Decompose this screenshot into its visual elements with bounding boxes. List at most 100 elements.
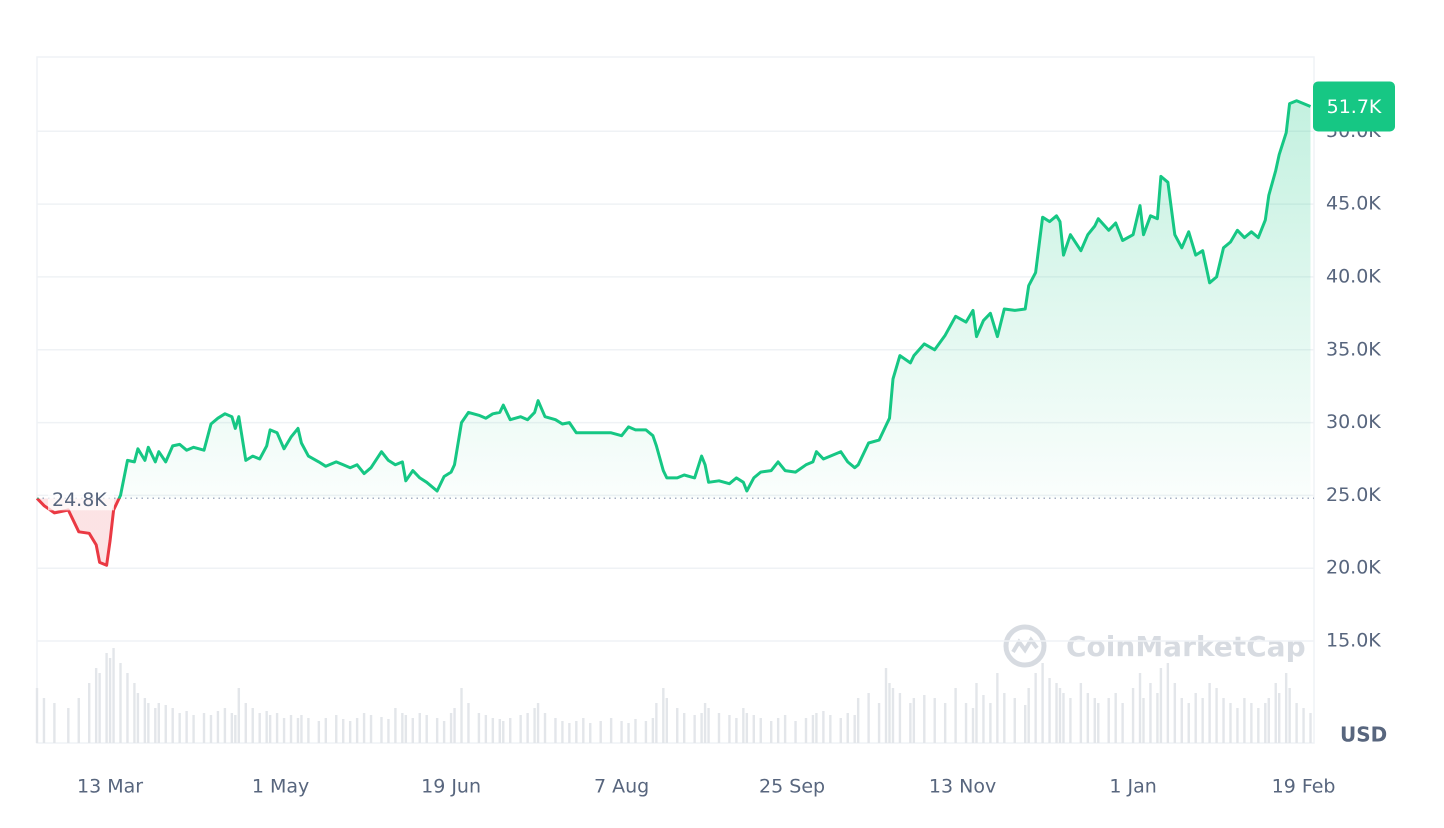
volume-bar bbox=[665, 698, 669, 743]
volume-bar bbox=[1257, 708, 1260, 743]
volume-bar bbox=[147, 703, 150, 743]
volume-bar bbox=[693, 715, 696, 743]
volume-bar bbox=[533, 708, 536, 743]
volume-bar bbox=[324, 718, 328, 743]
volume-bar bbox=[1121, 703, 1124, 743]
volume-bar bbox=[742, 708, 745, 743]
volume-bar bbox=[112, 648, 115, 743]
volume-bar bbox=[355, 718, 359, 743]
volume-bar bbox=[943, 703, 947, 743]
volume-bar bbox=[627, 723, 630, 743]
volume-bar bbox=[126, 673, 129, 743]
volume-bar bbox=[136, 693, 140, 743]
volume-bar bbox=[509, 718, 512, 743]
volume-bar bbox=[98, 673, 101, 743]
volume-bar bbox=[268, 715, 272, 743]
volume-bar bbox=[982, 695, 985, 743]
volume-bar bbox=[467, 703, 470, 743]
volume-bar bbox=[996, 673, 999, 743]
volume-bar bbox=[662, 688, 665, 743]
volume-bar bbox=[526, 713, 529, 743]
volume-bar bbox=[484, 715, 488, 743]
volume-bar bbox=[1302, 708, 1305, 743]
volume-bar bbox=[425, 715, 428, 743]
watermark-logo-wave bbox=[1011, 636, 1039, 654]
volume-bar bbox=[735, 718, 738, 743]
volume-bar bbox=[568, 723, 571, 743]
baseline-label-bg bbox=[48, 484, 114, 511]
volume-bar bbox=[234, 715, 237, 743]
volume-bar bbox=[411, 718, 414, 743]
last-value-box bbox=[1313, 81, 1395, 132]
volume-bar bbox=[1222, 698, 1225, 743]
volume-bar bbox=[1027, 688, 1030, 743]
volume-bar bbox=[811, 715, 815, 743]
volume-bar bbox=[1180, 698, 1183, 743]
volume-bar bbox=[1114, 693, 1117, 743]
volume-bar bbox=[822, 711, 825, 743]
volume-bar bbox=[1250, 703, 1253, 743]
volume-bar bbox=[888, 683, 891, 743]
volume-bar bbox=[1097, 703, 1100, 743]
volume-bar bbox=[1156, 693, 1159, 743]
volume-bar bbox=[554, 718, 557, 743]
volume-bar bbox=[192, 715, 195, 743]
volume-bar bbox=[575, 721, 578, 743]
volume-bar bbox=[856, 698, 860, 743]
y-tick-label: 20.0K bbox=[1326, 557, 1381, 579]
volume-bar bbox=[67, 708, 70, 743]
volume-bar bbox=[891, 688, 895, 743]
last-value-label: 51.7K bbox=[1327, 96, 1382, 118]
volume-bar bbox=[752, 715, 755, 743]
volume-bar bbox=[105, 653, 108, 743]
x-tick-label: 13 Mar bbox=[77, 776, 143, 798]
volume-bar bbox=[394, 708, 397, 743]
volume-bar bbox=[460, 688, 463, 743]
volume-bar bbox=[1023, 705, 1027, 743]
volume-bar bbox=[119, 663, 122, 743]
x-tick-label: 13 Nov bbox=[929, 776, 996, 798]
volume-bar bbox=[954, 688, 957, 743]
volume-bar bbox=[296, 718, 300, 743]
volume-bar bbox=[154, 708, 157, 743]
volume-bar bbox=[1187, 703, 1190, 743]
volume-bar bbox=[717, 713, 721, 743]
volume-bar bbox=[769, 721, 773, 743]
volume-bar bbox=[335, 715, 338, 743]
watermark-logo bbox=[1003, 624, 1047, 668]
volume-bar bbox=[839, 718, 842, 743]
volume-bar bbox=[1013, 698, 1016, 743]
volume-bar bbox=[1086, 693, 1090, 743]
volume-bar bbox=[265, 711, 268, 743]
volume-bar bbox=[1138, 673, 1142, 743]
volume-bar bbox=[933, 698, 936, 743]
volume-bar bbox=[609, 718, 613, 743]
volume-bar bbox=[477, 713, 481, 743]
volume-bar bbox=[1069, 698, 1072, 743]
volume-bar bbox=[829, 715, 832, 743]
volume-bar bbox=[491, 718, 495, 743]
volume-bar bbox=[989, 703, 992, 743]
volume-bar bbox=[599, 721, 602, 743]
volume-bar bbox=[589, 723, 592, 743]
volume-bar bbox=[1309, 713, 1312, 743]
volume-bar bbox=[1048, 678, 1051, 743]
x-tick-label: 19 Feb bbox=[1272, 776, 1336, 798]
volume-bar bbox=[387, 719, 390, 743]
volume-bar bbox=[1267, 698, 1270, 743]
volume-bar bbox=[1278, 693, 1281, 743]
volume-bar bbox=[1062, 693, 1065, 743]
volume-bar bbox=[164, 705, 167, 743]
volume-bar bbox=[1295, 703, 1298, 743]
volume-bar bbox=[1288, 688, 1291, 743]
volume-bar bbox=[35, 688, 39, 743]
volume-bar bbox=[42, 698, 46, 743]
volume-bar bbox=[342, 719, 345, 743]
volume-bar bbox=[561, 721, 564, 743]
volume-bar bbox=[682, 713, 686, 743]
volume-bar bbox=[1208, 683, 1211, 743]
x-tick-label: 1 Jan bbox=[1109, 776, 1156, 798]
volume-bar bbox=[498, 719, 501, 743]
volume-bar bbox=[401, 713, 404, 743]
